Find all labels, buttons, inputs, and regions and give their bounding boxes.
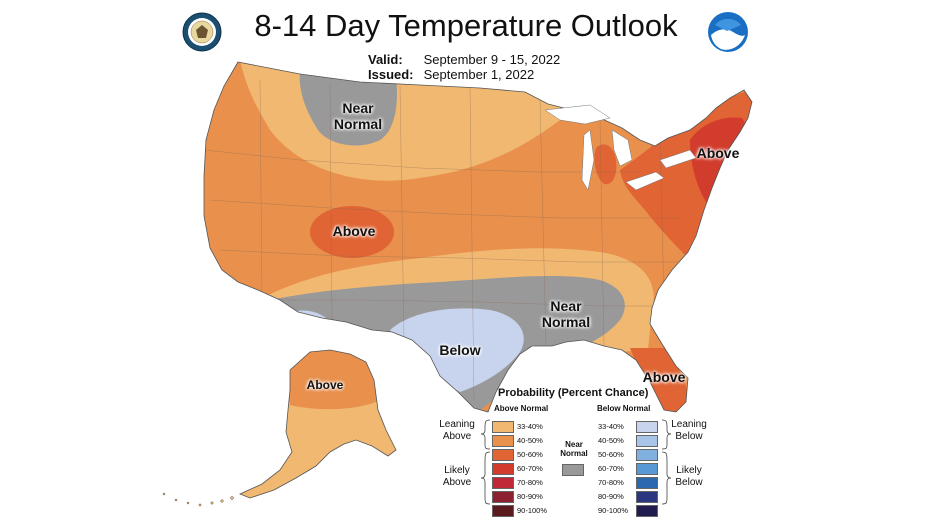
legend-near-normal-swatch bbox=[562, 464, 584, 476]
alaska-outline bbox=[238, 349, 397, 499]
legend-below-swatch-4 bbox=[636, 477, 658, 489]
map-label-above-florida: Above bbox=[642, 369, 686, 385]
map-label-above-northeast: Above bbox=[696, 145, 740, 161]
alaska-region-above-40-50 bbox=[280, 350, 380, 410]
legend-above-header: Above Normal bbox=[494, 404, 549, 413]
region-above-50-60-michigan bbox=[594, 144, 617, 185]
legend-near-normal-label: Near Normal bbox=[560, 440, 588, 458]
legend-likely-above-label: Likely Above bbox=[442, 465, 472, 488]
region-above-50-60-florida bbox=[630, 348, 700, 412]
state-lines bbox=[204, 79, 690, 401]
legend-below-label-4: 70-80% bbox=[598, 478, 624, 487]
legend-above-label-4: 70-80% bbox=[517, 478, 543, 487]
legend-below-swatch-2 bbox=[636, 449, 658, 461]
legend-title: Probability (Percent Chance) bbox=[498, 387, 649, 399]
legend-below-label-0: 33-40% bbox=[598, 422, 624, 431]
legend-above-swatch-6 bbox=[492, 505, 514, 517]
page-title: 8-14 Day Temperature Outlook bbox=[254, 8, 678, 43]
map-label-above-alaska: Above bbox=[306, 378, 344, 392]
legend-leaning-below-label: Leaning Below bbox=[671, 419, 707, 442]
legend-below-label-3: 60-70% bbox=[598, 464, 624, 473]
legend-above-label-5: 80-90% bbox=[517, 492, 543, 501]
legend-below-swatch-0 bbox=[636, 421, 658, 433]
legend-below-swatch-3 bbox=[636, 463, 658, 475]
conus-outline bbox=[203, 61, 753, 413]
issued-date: Issued: September 1, 2022 bbox=[368, 67, 534, 82]
map-label-near-normal-south: Near Normal bbox=[541, 298, 591, 330]
alaska-regions bbox=[240, 350, 396, 498]
issued-label: Issued: bbox=[368, 67, 414, 82]
map-label-above-central: Above bbox=[332, 223, 376, 239]
legend-above-swatch-3 bbox=[492, 463, 514, 475]
legend-below-swatch-5 bbox=[636, 491, 658, 503]
aleutian-islands bbox=[162, 492, 234, 507]
legend-above-swatch-5 bbox=[492, 491, 514, 503]
legend-above-swatch-1 bbox=[492, 435, 514, 447]
legend-above-braces bbox=[480, 419, 491, 505]
commerce-seal-icon bbox=[182, 12, 222, 52]
issued-value: September 1, 2022 bbox=[423, 67, 535, 82]
legend-below-swatch-1 bbox=[636, 435, 658, 447]
valid-value: September 9 - 15, 2022 bbox=[423, 52, 561, 67]
legend-below-braces bbox=[661, 419, 672, 505]
legend-above-swatch-4 bbox=[492, 477, 514, 489]
legend-above-swatch-2 bbox=[492, 449, 514, 461]
region-near-normal-north bbox=[299, 70, 398, 146]
legend-below-label-5: 80-90% bbox=[598, 492, 624, 501]
map-label-near-normal-north: Near Normal bbox=[333, 100, 383, 132]
legend-below-label-1: 40-50% bbox=[598, 436, 624, 445]
legend-above-label-0: 33-40% bbox=[517, 422, 543, 431]
noaa-logo-icon bbox=[708, 12, 748, 52]
legend-likely-below-label: Likely Below bbox=[675, 465, 703, 488]
legend-above-label-2: 50-60% bbox=[517, 450, 543, 459]
valid-label: Valid: bbox=[368, 52, 403, 67]
legend-above-label-3: 60-70% bbox=[517, 464, 543, 473]
legend-above-label-6: 90-100% bbox=[517, 506, 548, 515]
valid-dates: Valid: September 9 - 15, 2022 bbox=[368, 52, 560, 67]
legend-below-header: Below Normal bbox=[597, 404, 651, 413]
legend-leaning-above-label: Leaning Above bbox=[439, 419, 475, 442]
legend-above-label-1: 40-50% bbox=[517, 436, 543, 445]
region-below-33-40-texas bbox=[390, 308, 524, 392]
map-label-below-texas: Below bbox=[439, 342, 481, 358]
legend-below-swatch-6 bbox=[636, 505, 658, 517]
legend-above-swatch-0 bbox=[492, 421, 514, 433]
great-lakes bbox=[544, 104, 697, 191]
legend-below-label-2: 50-60% bbox=[598, 450, 624, 459]
legend-below-label-6: 90-100% bbox=[598, 506, 629, 515]
